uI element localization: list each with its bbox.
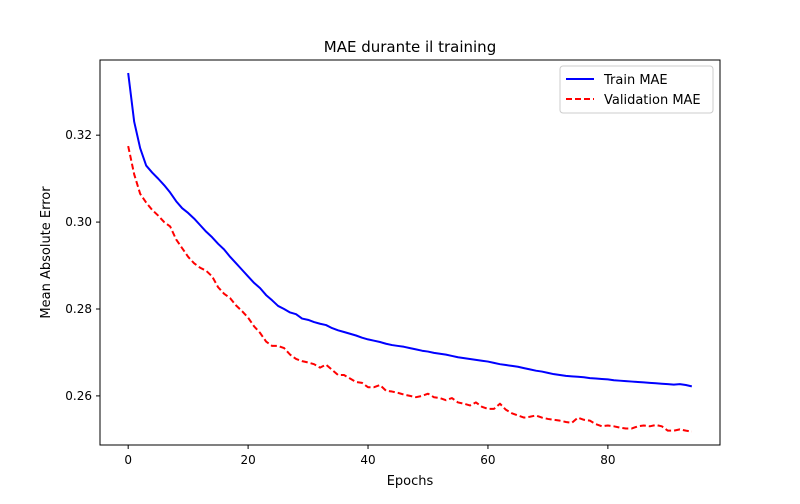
plot-frame xyxy=(99,59,721,446)
legend-box xyxy=(559,65,714,114)
legend-label-validation-mae: Validation MAE xyxy=(604,93,701,108)
y-axis: 0.26 0.28 0.30 0.32 xyxy=(65,128,100,403)
x-tick-label: 40 xyxy=(360,453,375,467)
series-line-train-mae xyxy=(127,72,693,388)
x-axis: 0 20 40 60 80 xyxy=(124,445,616,467)
y-axis-label: Mean Absolute Error xyxy=(39,186,54,319)
x-axis-label: Epochs xyxy=(387,474,434,489)
y-tick-label: 0.30 xyxy=(65,215,92,229)
chart-title: MAE durante il training xyxy=(324,38,496,56)
x-tick-label: 0 xyxy=(124,453,132,467)
y-tick-label: 0.32 xyxy=(65,128,92,142)
x-tick-label: 80 xyxy=(600,453,615,467)
series-line-validation-mae xyxy=(127,145,692,433)
series-layer xyxy=(127,72,693,433)
legend: Train MAE Validation MAE xyxy=(559,65,714,114)
y-tick-label: 0.26 xyxy=(65,389,92,403)
x-tick-label: 60 xyxy=(480,453,495,467)
y-tick-label: 0.28 xyxy=(65,302,92,316)
legend-label-train-mae: Train MAE xyxy=(603,73,668,88)
x-tick-label: 20 xyxy=(240,453,255,467)
